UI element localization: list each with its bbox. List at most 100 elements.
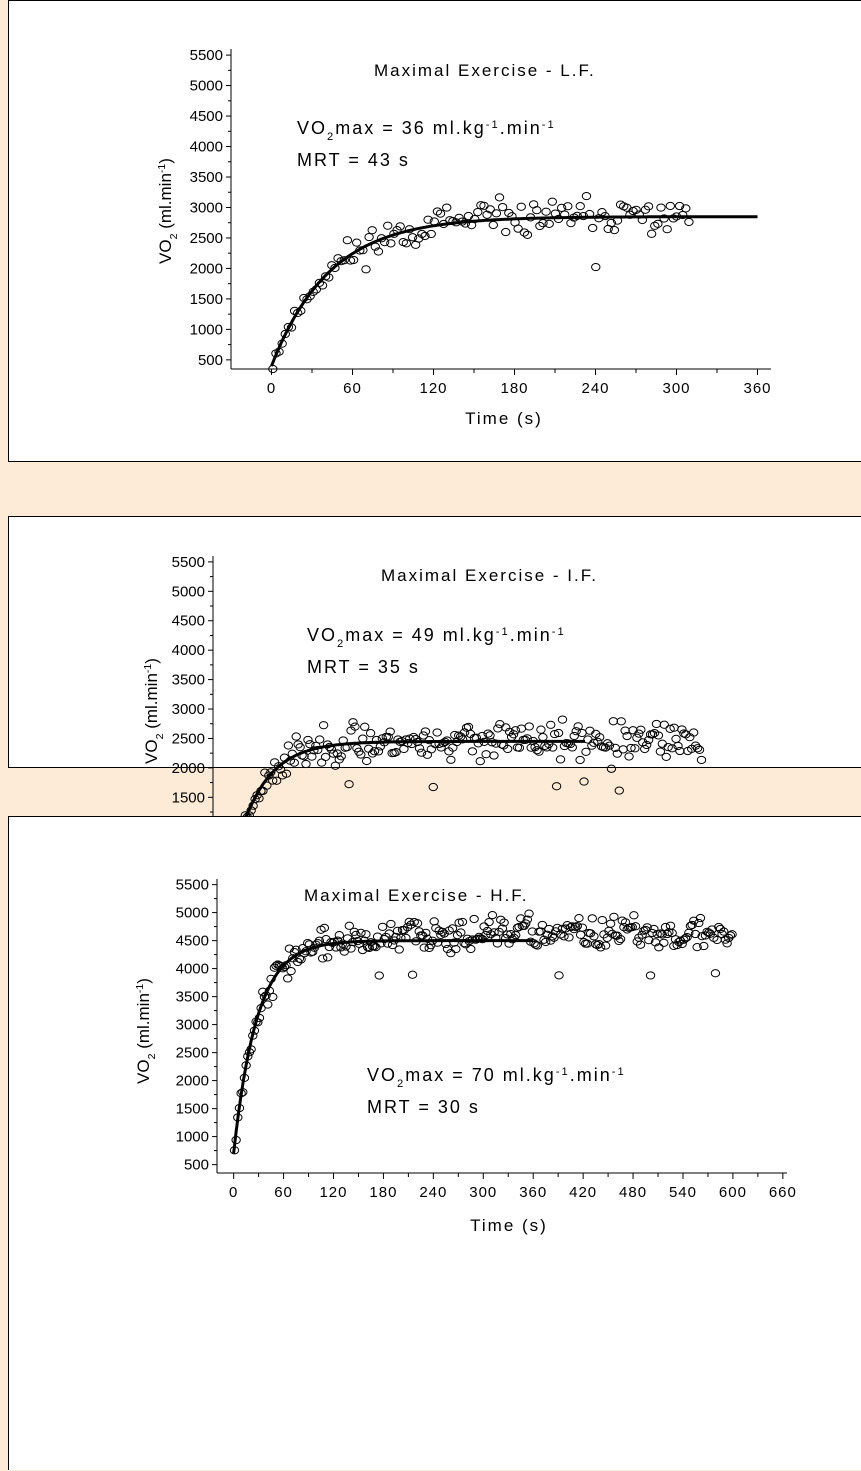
x-tick-label: 60 [343,380,362,397]
data-point [643,202,654,211]
data-point [373,247,384,256]
data-point [606,764,617,773]
y-tick-label: 3000 [176,1017,209,1034]
data-point [719,927,729,936]
data-point [573,722,583,731]
data-point [497,203,508,212]
data-point [346,944,356,953]
data-point [514,743,525,752]
data-point [489,751,499,760]
y-axis-label-group: VO2 (ml.min-1) [156,158,180,264]
data-point [481,931,491,940]
data-point [637,930,647,939]
data-point [581,191,592,201]
data-point [636,725,646,734]
data-point [555,755,566,764]
data-point [614,786,624,795]
y-tick-label: 2000 [190,260,223,277]
data-point [414,927,424,936]
data-point [519,228,530,237]
data-point [356,750,366,759]
data-point [317,954,328,963]
data-point [674,201,685,211]
data-point [461,723,472,732]
data-point [473,739,483,748]
data-point [452,931,463,940]
data-point [263,1000,273,1009]
data-point [437,927,448,936]
data-point [615,200,626,209]
data-point [650,221,660,230]
data-point [604,741,615,750]
data-point [283,974,293,983]
data-point [295,743,305,752]
data-point [690,929,701,939]
data-point [318,721,329,730]
data-point [463,211,474,221]
data-point [271,776,282,785]
data-point [585,929,596,938]
y-tick-label: 3000 [172,701,205,718]
data-point [600,941,611,950]
data-point [333,254,343,263]
data-point [431,923,441,933]
data-point [622,731,632,741]
data-point [291,945,301,954]
data-point [659,214,669,223]
data-point [477,731,487,741]
data-point [293,740,303,749]
fit-curve [270,215,758,367]
data-point [454,918,464,927]
y-tick-label: 4000 [190,139,223,156]
y-tick-label: 5500 [176,877,209,894]
data-point [392,926,403,935]
data-point [416,748,427,757]
data-point [579,777,589,786]
data-point [609,226,620,235]
data-point [663,742,673,752]
data-point [377,922,388,931]
x-tick-label: 540 [669,1184,697,1201]
data-point [469,914,479,924]
data-point [579,937,589,947]
data-point [589,932,599,941]
x-tick-label: 300 [662,380,690,397]
data-point [412,919,423,928]
data-point [659,938,669,947]
data-point [524,909,534,918]
data-point [618,745,628,754]
data-point [305,740,315,749]
y-tick-label: 5500 [190,47,223,64]
y-tick-label: 2500 [190,230,223,247]
data-point [705,929,716,938]
data-point [605,919,616,928]
data-point [510,726,521,735]
data-point [671,734,681,743]
fit-curve [232,939,534,1154]
data-point [344,921,355,930]
data-point [315,735,325,744]
x-tick-label: 0 [229,1184,238,1201]
data-point [657,930,667,939]
data-point [534,747,544,756]
x-tick-label: 300 [469,1184,497,1201]
data-point [697,932,707,941]
data-point [446,949,456,958]
data-point [575,202,585,211]
data-point [322,953,333,962]
data-point [348,718,358,727]
data-point [606,218,616,228]
x-tick-label: 240 [581,380,609,397]
data-point [532,746,542,755]
data-point [386,919,396,929]
y-tick-label: 4500 [172,613,205,630]
y-axis-label-group: VO2 (ml.min-1) [134,978,158,1084]
data-point [516,914,526,923]
data-point [386,239,396,248]
data-point [655,747,666,756]
data-point [538,219,548,228]
x-tick-label: 360 [743,380,771,397]
data-point [694,918,704,928]
data-point [554,971,564,980]
chart-panel-lf: 500 1000 1500 2000 2500 3000 3500 4000 4500 5000 5… [8,0,861,462]
